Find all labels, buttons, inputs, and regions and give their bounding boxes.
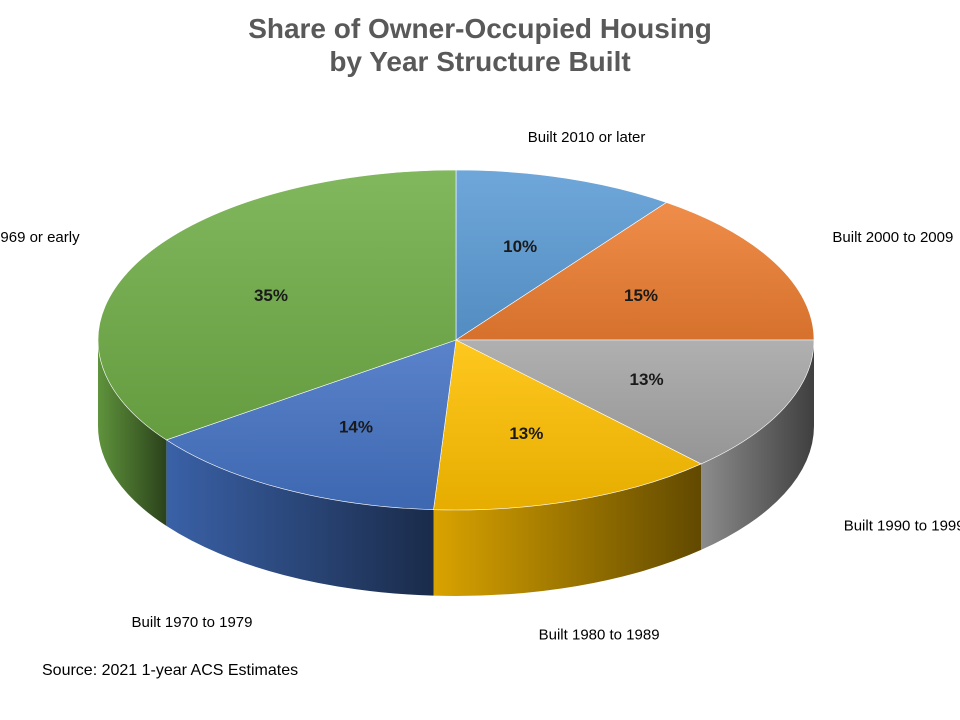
category-label-3: Built 1980 to 1989 <box>539 627 660 644</box>
source-note: Source: 2021 1-year ACS Estimates <box>42 662 299 679</box>
category-label-5: Built 1969 or early <box>0 229 80 246</box>
chart-title-line-2: by Year Structure Built <box>329 46 631 77</box>
pct-label-2: 13% <box>630 370 664 389</box>
pct-label-3: 13% <box>509 424 543 443</box>
pie-side-5 <box>98 340 167 526</box>
pie-side-3 <box>433 463 702 596</box>
category-label-4: Built 1970 to 1979 <box>132 614 253 631</box>
pie-slice-3 <box>433 339 702 511</box>
category-label-1: Built 2000 to 2009 <box>832 229 953 246</box>
pie-slice-4 <box>165 339 457 510</box>
pct-label-4: 14% <box>339 417 373 436</box>
pie-slice-5 <box>97 169 457 441</box>
pct-label-5: 35% <box>254 286 288 305</box>
category-label-2: Built 1990 to 1999 <box>844 518 960 535</box>
pie-slice-0 <box>455 169 668 341</box>
pie-slice-2 <box>455 339 815 465</box>
chart-title-line-1: Share of Owner-Occupied Housing <box>248 13 712 44</box>
pie-side-4 <box>166 439 434 596</box>
pie-sides <box>98 340 814 596</box>
pie-slices <box>97 169 815 511</box>
pie-side-2 <box>701 340 814 550</box>
pie-labels: 10% 15% 13% 13% 14% 35% Built 2010 or later Bui… <box>0 129 960 644</box>
chart-title: Share of Owner-Occupied Housing by Year … <box>0 12 960 78</box>
pie-slice-1 <box>454 202 815 341</box>
pct-label-1: 15% <box>624 286 658 305</box>
pct-label-0: 10% <box>503 237 537 256</box>
category-label-0: Built 2010 or later <box>528 129 646 146</box>
